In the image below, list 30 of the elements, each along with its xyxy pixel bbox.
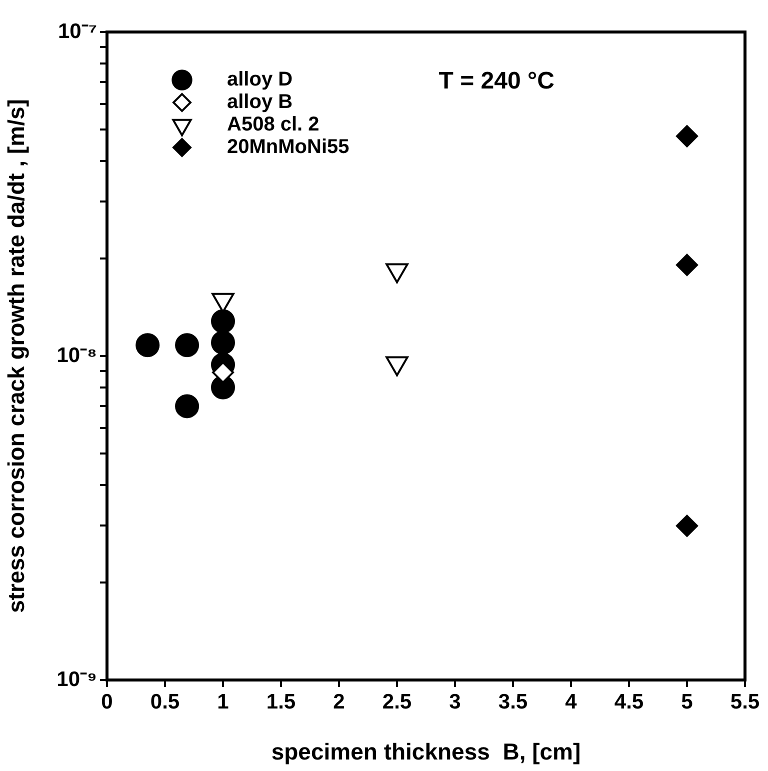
point	[211, 330, 235, 355]
x-tick-label: 3	[449, 690, 461, 714]
legend-label: 20MnMoNi55	[227, 136, 350, 158]
y-axis-title: stress corrosion crack growth rate da/dt , [m/s]	[3, 99, 30, 613]
x-tick-label: 2.5	[382, 690, 412, 714]
point	[676, 125, 698, 148]
point	[676, 514, 698, 537]
legend-label: A508 cl. 2	[227, 114, 320, 136]
legend-label: alloy D	[227, 68, 293, 91]
point	[676, 254, 698, 276]
x-tick-label: 2	[333, 690, 345, 714]
y-tick-label: 10⁻⁸	[56, 344, 97, 367]
x-tick-label: 0.5	[150, 690, 180, 714]
y-tick-label: 10⁻⁹	[56, 668, 97, 691]
x-tick-label: 1.5	[266, 690, 296, 714]
annotation: T = 240 °C	[438, 68, 554, 95]
point	[211, 309, 235, 334]
point	[175, 333, 200, 358]
point	[175, 394, 200, 418]
y-tick-label: 10⁻⁷	[58, 20, 97, 43]
x-axis-title: specimen thickness B, [cm]	[271, 738, 581, 765]
x-tick-label: 3.5	[498, 690, 528, 714]
legend-label: alloy B	[227, 91, 293, 114]
x-tick-label: 5.5	[730, 690, 760, 714]
point	[136, 333, 160, 358]
x-tick-label: 4	[565, 690, 578, 714]
x-tick-label: 0	[101, 690, 113, 714]
x-tick-label: 4.5	[614, 690, 644, 714]
x-tick-label: 5	[681, 690, 694, 714]
x-tick-label: 1	[217, 690, 230, 714]
